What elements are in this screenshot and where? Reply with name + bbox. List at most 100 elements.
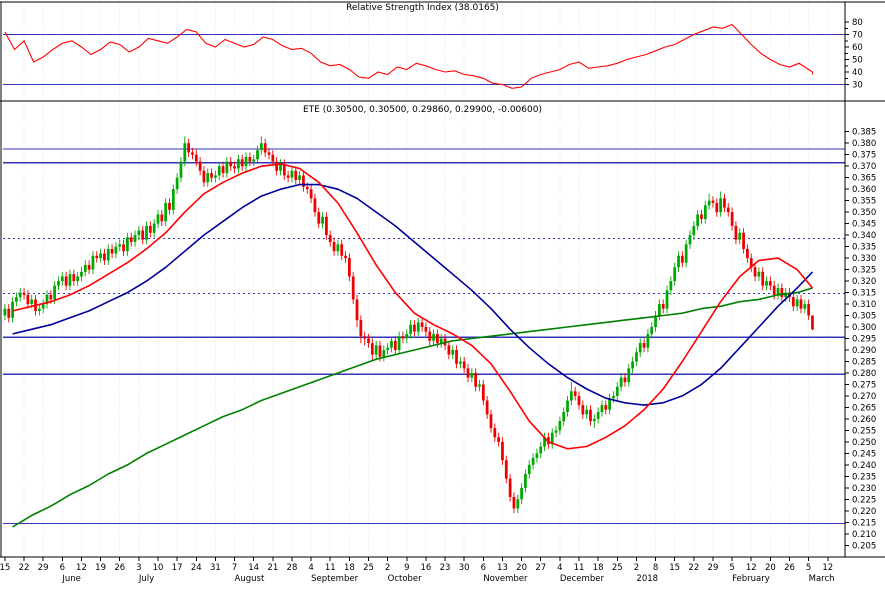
candle: [22, 292, 26, 295]
candle: [757, 271, 761, 277]
candle: [351, 276, 355, 300]
candle: [206, 173, 210, 183]
xtick-label: 5: [806, 563, 811, 573]
rsi-ytick-label: 80: [852, 18, 863, 28]
price-ytick-label: 0.385: [852, 128, 876, 138]
candle: [803, 304, 807, 309]
candle: [359, 320, 363, 337]
candle: [129, 237, 133, 243]
candle: [768, 281, 772, 286]
medium-ma-line: [12, 183, 814, 406]
candle: [37, 308, 41, 311]
candle: [439, 338, 443, 344]
candle: [669, 281, 673, 291]
candle: [187, 143, 190, 153]
price-ytick-label: 0.205: [852, 541, 876, 551]
candle: [478, 384, 481, 387]
candle: [585, 409, 589, 415]
rsi-ytick-label: 50: [852, 56, 863, 66]
candle: [512, 497, 516, 509]
candle: [730, 212, 734, 226]
fast-ma-line: [12, 163, 814, 450]
candle: [807, 304, 811, 316]
candle: [470, 372, 474, 378]
candle: [539, 446, 543, 454]
xtick-label: 31: [210, 563, 221, 573]
candle: [367, 338, 370, 344]
candle: [462, 361, 466, 369]
candle: [562, 412, 566, 422]
price-ytick-label: 0.220: [852, 507, 876, 517]
xtick-label: 23: [440, 563, 451, 573]
price-ytick-label: 0.330: [852, 254, 876, 264]
candle: [64, 276, 68, 286]
candle: [784, 292, 788, 298]
candle: [692, 225, 696, 236]
candle: [677, 255, 680, 268]
candle: [279, 163, 282, 171]
xtick-label: 18: [593, 563, 604, 573]
candle: [416, 322, 420, 332]
candle: [658, 304, 661, 316]
candle: [573, 391, 577, 396]
xtick-label: 12: [822, 563, 833, 573]
candle: [263, 143, 267, 153]
candle: [217, 166, 221, 176]
slow-ma-line: [12, 287, 813, 528]
xtick-label: 2: [634, 563, 639, 573]
candle: [451, 349, 455, 355]
candle: [516, 499, 520, 509]
vertical-gridlines: [4, 2, 829, 557]
candle: [114, 246, 118, 254]
candle: [485, 400, 489, 415]
price-ytick-label: 0.240: [852, 461, 876, 471]
candle: [57, 281, 60, 286]
xtick-label: 26: [784, 563, 795, 573]
candle: [673, 267, 677, 282]
candle: [723, 198, 726, 208]
axis-labels: 3040506070800.3850.3800.3750.3700.3650.3…: [0, 18, 876, 584]
price-ytick-label: 0.250: [852, 438, 876, 448]
candle: [91, 255, 95, 270]
candle: [608, 398, 611, 410]
candle: [332, 242, 336, 252]
candle: [524, 474, 527, 488]
price-ytick-label: 0.210: [852, 530, 876, 540]
candle: [795, 299, 799, 307]
candle: [466, 368, 470, 378]
candle: [168, 202, 171, 210]
xtick-label: 17: [172, 563, 183, 573]
axes: [0, 1, 885, 558]
candle: [233, 166, 236, 169]
candle: [118, 244, 122, 247]
candles-layer: [3, 136, 814, 514]
candle: [600, 405, 604, 413]
candle: [313, 198, 317, 213]
xtick-label: 6: [60, 563, 65, 573]
candle: [378, 345, 382, 357]
candle: [41, 304, 45, 309]
candle: [520, 487, 523, 500]
candle: [106, 248, 110, 261]
month-label: December: [560, 574, 605, 584]
candle: [60, 276, 64, 282]
candle: [589, 409, 592, 422]
price-ytick-label: 0.335: [852, 243, 876, 253]
candle: [447, 345, 451, 355]
candle: [244, 157, 248, 167]
xtick-label: 13: [497, 563, 508, 573]
candle: [145, 225, 148, 240]
candle: [191, 152, 194, 155]
rsi-ytick-label: 70: [852, 31, 863, 41]
price-ytick-label: 0.275: [852, 380, 876, 390]
xtick-label: 18: [344, 563, 355, 573]
candle: [325, 216, 328, 236]
candle: [15, 297, 18, 302]
candle: [80, 271, 83, 277]
candle: [413, 324, 416, 332]
candle: [148, 225, 152, 233]
candle: [141, 230, 145, 240]
candle: [252, 159, 256, 162]
candle: [474, 372, 478, 387]
